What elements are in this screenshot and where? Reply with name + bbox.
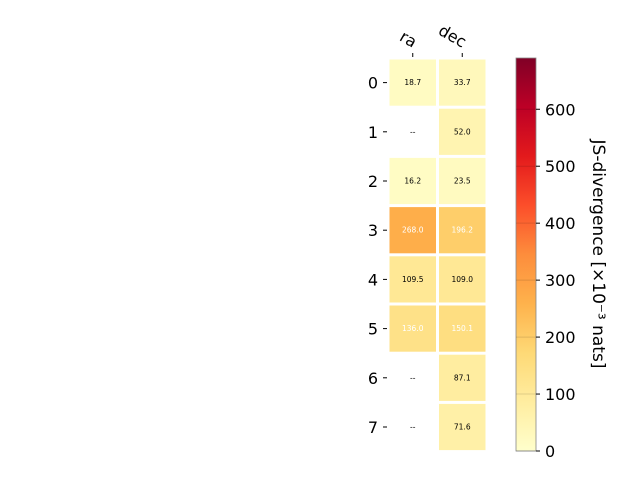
colorbar-tick-label: 500 xyxy=(545,157,576,176)
colorbar-label: JS-divergence [×10⁻³ nats] xyxy=(588,139,608,369)
heatmap-cell xyxy=(389,207,436,254)
cell-label: 196.2 xyxy=(452,226,474,235)
colorbar-ticks: 0 100 200 300 400 500 600 xyxy=(516,100,576,461)
heatmap-cell xyxy=(389,157,436,205)
cell-label: -- xyxy=(410,373,416,382)
row-tick-label: 0 xyxy=(368,74,378,93)
heatmap-cell xyxy=(439,157,486,205)
heatmap-cell xyxy=(439,354,486,401)
heatmap-cell xyxy=(439,305,486,352)
heatmap-cells: 18.7 33.7 -- 52.0 16.2 23.5 268.0 196.2 109.5 109… xyxy=(389,59,486,451)
cell-label: 136.0 xyxy=(402,324,424,333)
heatmap-cell xyxy=(439,256,486,303)
column-tick-labels: ra dec xyxy=(397,21,470,57)
cell-label: 87.1 xyxy=(454,373,471,382)
row-tick-label: 6 xyxy=(368,369,378,388)
colorbar-gradient xyxy=(515,57,537,452)
heatmap-cell xyxy=(389,305,436,352)
cell-label: 16.2 xyxy=(404,177,421,186)
colorbar-tick-label: 300 xyxy=(545,271,576,290)
row-tick-label: 2 xyxy=(368,172,378,191)
cell-label: 109.5 xyxy=(402,275,424,284)
colorbar-tick-label: 200 xyxy=(545,328,576,347)
row-tick-label: 3 xyxy=(368,221,378,240)
cell-label: -- xyxy=(410,127,416,136)
row-tick-labels: 0 1 2 3 4 5 6 7 xyxy=(368,74,387,437)
heatmap-cell xyxy=(439,403,486,451)
heatmap-cell xyxy=(389,59,436,106)
colorbar-tick-label: 100 xyxy=(545,385,576,404)
cell-label: 268.0 xyxy=(402,226,424,235)
cell-label: 23.5 xyxy=(454,177,471,186)
heatmap-cell xyxy=(439,59,486,106)
cell-label: 150.1 xyxy=(452,324,474,333)
cell-label: 18.7 xyxy=(404,78,421,87)
column-tick-label: ra xyxy=(397,27,421,52)
cell-label: 33.7 xyxy=(454,78,471,87)
heatmap-cell xyxy=(439,207,486,254)
colorbar-tick-label: 0 xyxy=(545,442,555,461)
colorbar-tick-label: 400 xyxy=(545,214,576,233)
cell-label: -- xyxy=(410,423,416,432)
row-tick-label: 5 xyxy=(368,320,378,339)
cell-label: 109.0 xyxy=(452,275,474,284)
heatmap-cell xyxy=(389,256,436,303)
column-tick-label: dec xyxy=(435,21,469,52)
heatmap-cell xyxy=(439,108,486,155)
colorbar-tick-label: 600 xyxy=(545,100,576,119)
row-tick-label: 4 xyxy=(368,270,378,289)
row-tick-label: 7 xyxy=(368,418,378,437)
row-tick-label: 1 xyxy=(368,123,378,142)
colorbar: 0 100 200 300 400 500 600 JS-divergence [×10⁻³… xyxy=(515,57,608,461)
cell-label: 71.6 xyxy=(454,423,471,432)
cell-label: 52.0 xyxy=(454,127,471,136)
